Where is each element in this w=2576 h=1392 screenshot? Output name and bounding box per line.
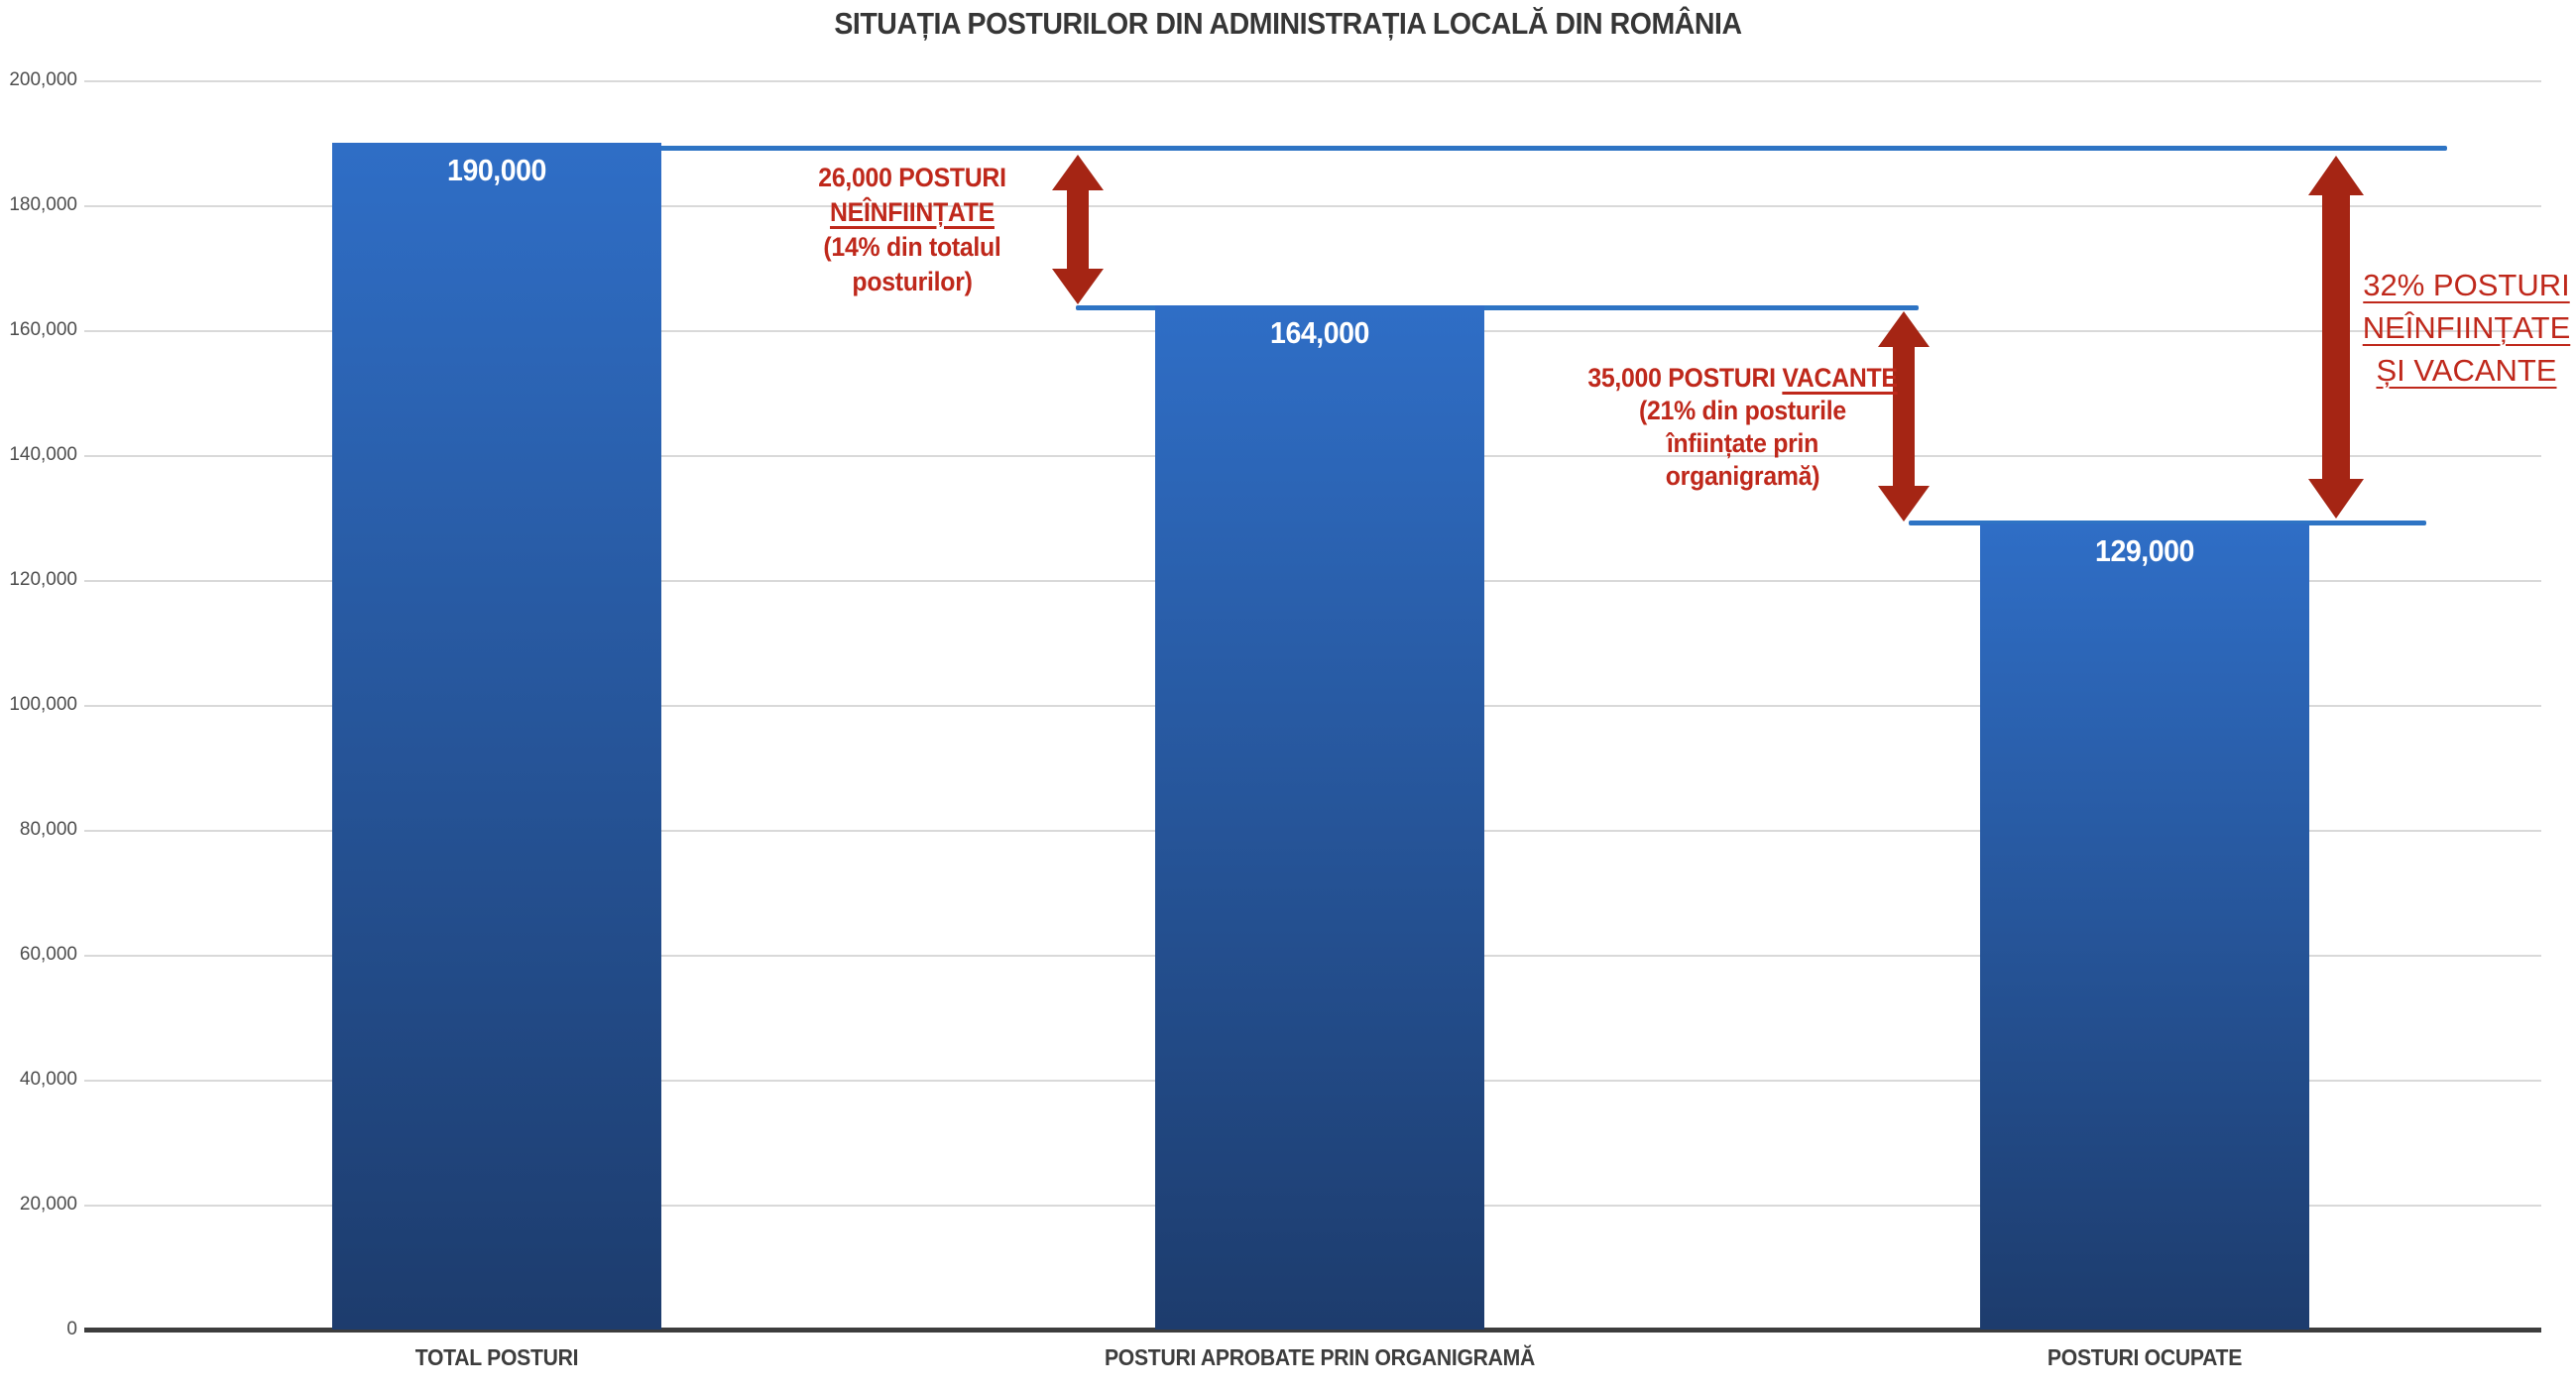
gridline-200000 <box>84 80 2541 82</box>
annotation-line: (14% din totalul <box>823 232 1001 262</box>
y-tick-label: 100,000 <box>9 694 77 715</box>
difference-arrow-neinfiintate <box>1052 155 1104 304</box>
difference-arrow-vacante <box>1878 311 1930 522</box>
annotation-neinfiintate: 26,000 POSTURI NEÎNFIINȚATE (14% din tot… <box>793 161 1030 299</box>
bar-value-label: 129,000 <box>2095 533 2194 568</box>
bar-value-label: 164,000 <box>1270 315 1369 350</box>
y-tick-label: 80,000 <box>19 819 77 840</box>
chart-title: SITUAȚIA POSTURILOR DIN ADMINISTRAȚIA LO… <box>834 6 1742 41</box>
bar-posturi-ocupate: 129,000 <box>1980 523 2309 1330</box>
y-tick-label: 60,000 <box>19 944 77 965</box>
annotation-line-underlined: ȘI VACANTE <box>2376 353 2557 388</box>
difference-arrow-total <box>2308 156 2364 519</box>
x-axis-line <box>84 1328 2541 1333</box>
y-tick-label: 40,000 <box>19 1069 77 1090</box>
annotation-line-underlined: VACANTE <box>1782 363 1898 393</box>
level-line-190000 <box>654 146 2447 151</box>
y-tick-label: 200,000 <box>9 69 77 90</box>
y-tick-label: 140,000 <box>9 444 77 465</box>
annotation-line: organigramă) <box>1665 461 1820 491</box>
annotation-line: 26,000 POSTURI <box>818 163 1006 192</box>
bar-value-label: 190,000 <box>447 153 546 187</box>
arrow-shaft <box>2322 189 2350 485</box>
arrow-down-icon <box>2308 479 2364 519</box>
category-label-posturi-aprobate: POSTURI APROBATE PRIN ORGANIGRAMĂ <box>1104 1344 1536 1370</box>
annotation-line: înființate prin <box>1666 428 1819 458</box>
annotation-line-underlined: NEÎNFIINȚATE <box>830 197 995 227</box>
arrow-down-icon <box>1878 486 1930 522</box>
arrow-shaft <box>1067 184 1089 275</box>
annotation-line: (21% din posturile <box>1639 396 1846 425</box>
arrow-down-icon <box>1052 269 1104 304</box>
y-tick-label: 120,000 <box>9 569 77 590</box>
category-label-posturi-ocupate: POSTURI OCUPATE <box>2047 1344 2243 1370</box>
annotation-vacante: 35,000 POSTURI VACANTE (21% din posturil… <box>1572 362 1914 493</box>
annotation-line: 35,000 POSTURI <box>1587 363 1783 393</box>
y-tick-label: 0 <box>66 1319 77 1339</box>
annotation-line-underlined: NEÎNFIINȚATE <box>2362 310 2571 345</box>
category-label-total-posturi: TOTAL POSTURI <box>414 1344 579 1370</box>
level-line-129000 <box>1909 521 2426 525</box>
annotation-line-underlined: 32% POSTURI <box>2363 268 2570 302</box>
gridline-180000 <box>84 205 2541 207</box>
annotation-total-pct: 32% POSTURI NEÎNFIINȚATE ȘI VACANTE <box>2360 264 2573 392</box>
level-line-164000 <box>1076 305 1919 310</box>
bar-posturi-aprobate: 164,000 <box>1155 305 1484 1330</box>
y-tick-label: 160,000 <box>9 319 77 340</box>
arrow-shaft <box>1893 341 1915 492</box>
annotation-line: posturilor) <box>852 267 973 296</box>
bar-total-posturi: 190,000 <box>332 143 661 1330</box>
arrow-up-icon <box>2308 156 2364 195</box>
y-tick-label: 180,000 <box>9 194 77 215</box>
y-tick-label: 20,000 <box>19 1194 77 1215</box>
